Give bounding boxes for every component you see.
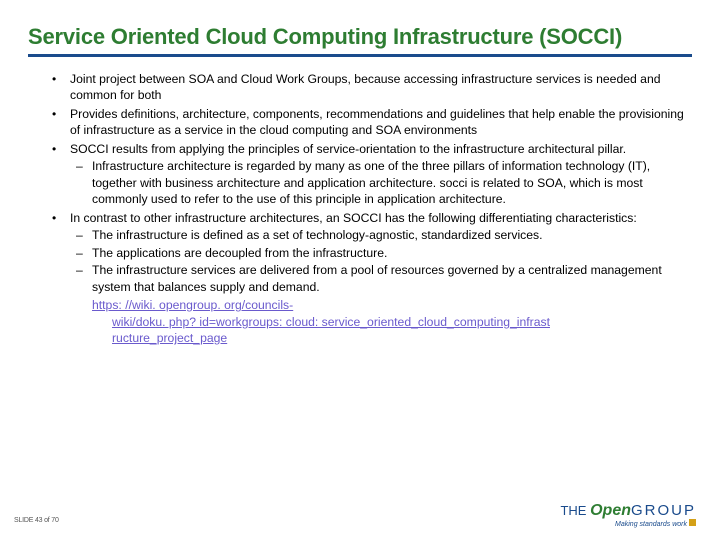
title-rule-wrap [0, 54, 720, 65]
logo-mark-icon [689, 519, 696, 526]
bullet-item: Joint project between SOA and Cloud Work… [48, 71, 684, 104]
slide-content: Joint project between SOA and Cloud Work… [0, 65, 720, 347]
bullet-item: SOCCI results from applying the principl… [48, 141, 684, 208]
sub-bullet-item: The infrastructure services are delivere… [70, 262, 684, 295]
sub-bullet-item: The applications are decoupled from the … [70, 245, 684, 261]
logo-line1: THE OpenGROUP [560, 502, 696, 520]
bullet-text: In contrast to other infrastructure arch… [70, 211, 637, 225]
link-line: wiki/doku. php? id=workgroups: cloud: se… [92, 314, 684, 330]
slide-number: SLIDE 43 of 70 [14, 517, 59, 524]
sub-bullet-item: The infrastructure is defined as a set o… [70, 227, 684, 243]
open-group-logo: THE OpenGROUP Making standards work [560, 502, 696, 528]
logo-open: Open [590, 502, 631, 519]
link-line: https: //wiki. opengroup. org/councils- [92, 298, 293, 312]
sub-bullet-list: Infrastructure architecture is regarded … [70, 158, 684, 207]
logo-group: GROUP [631, 502, 696, 519]
logo-tagline-text: Making standards work [615, 521, 687, 528]
slide-title: Service Oriented Cloud Computing Infrast… [0, 0, 720, 54]
bullet-item: Provides definitions, architecture, comp… [48, 106, 684, 139]
logo-tagline: Making standards work [560, 519, 696, 528]
link-line: ructure_project_page [92, 330, 684, 346]
logo-the: THE [560, 503, 590, 518]
bullet-list: Joint project between SOA and Cloud Work… [48, 71, 684, 347]
sub-bullet-list: The infrastructure is defined as a set o… [70, 227, 684, 295]
reference-link[interactable]: https: //wiki. opengroup. org/councils- … [70, 297, 684, 346]
sub-bullet-item: Infrastructure architecture is regarded … [70, 158, 684, 207]
bullet-text: SOCCI results from applying the principl… [70, 142, 626, 156]
title-rule [28, 54, 692, 57]
bullet-item: In contrast to other infrastructure arch… [48, 210, 684, 347]
